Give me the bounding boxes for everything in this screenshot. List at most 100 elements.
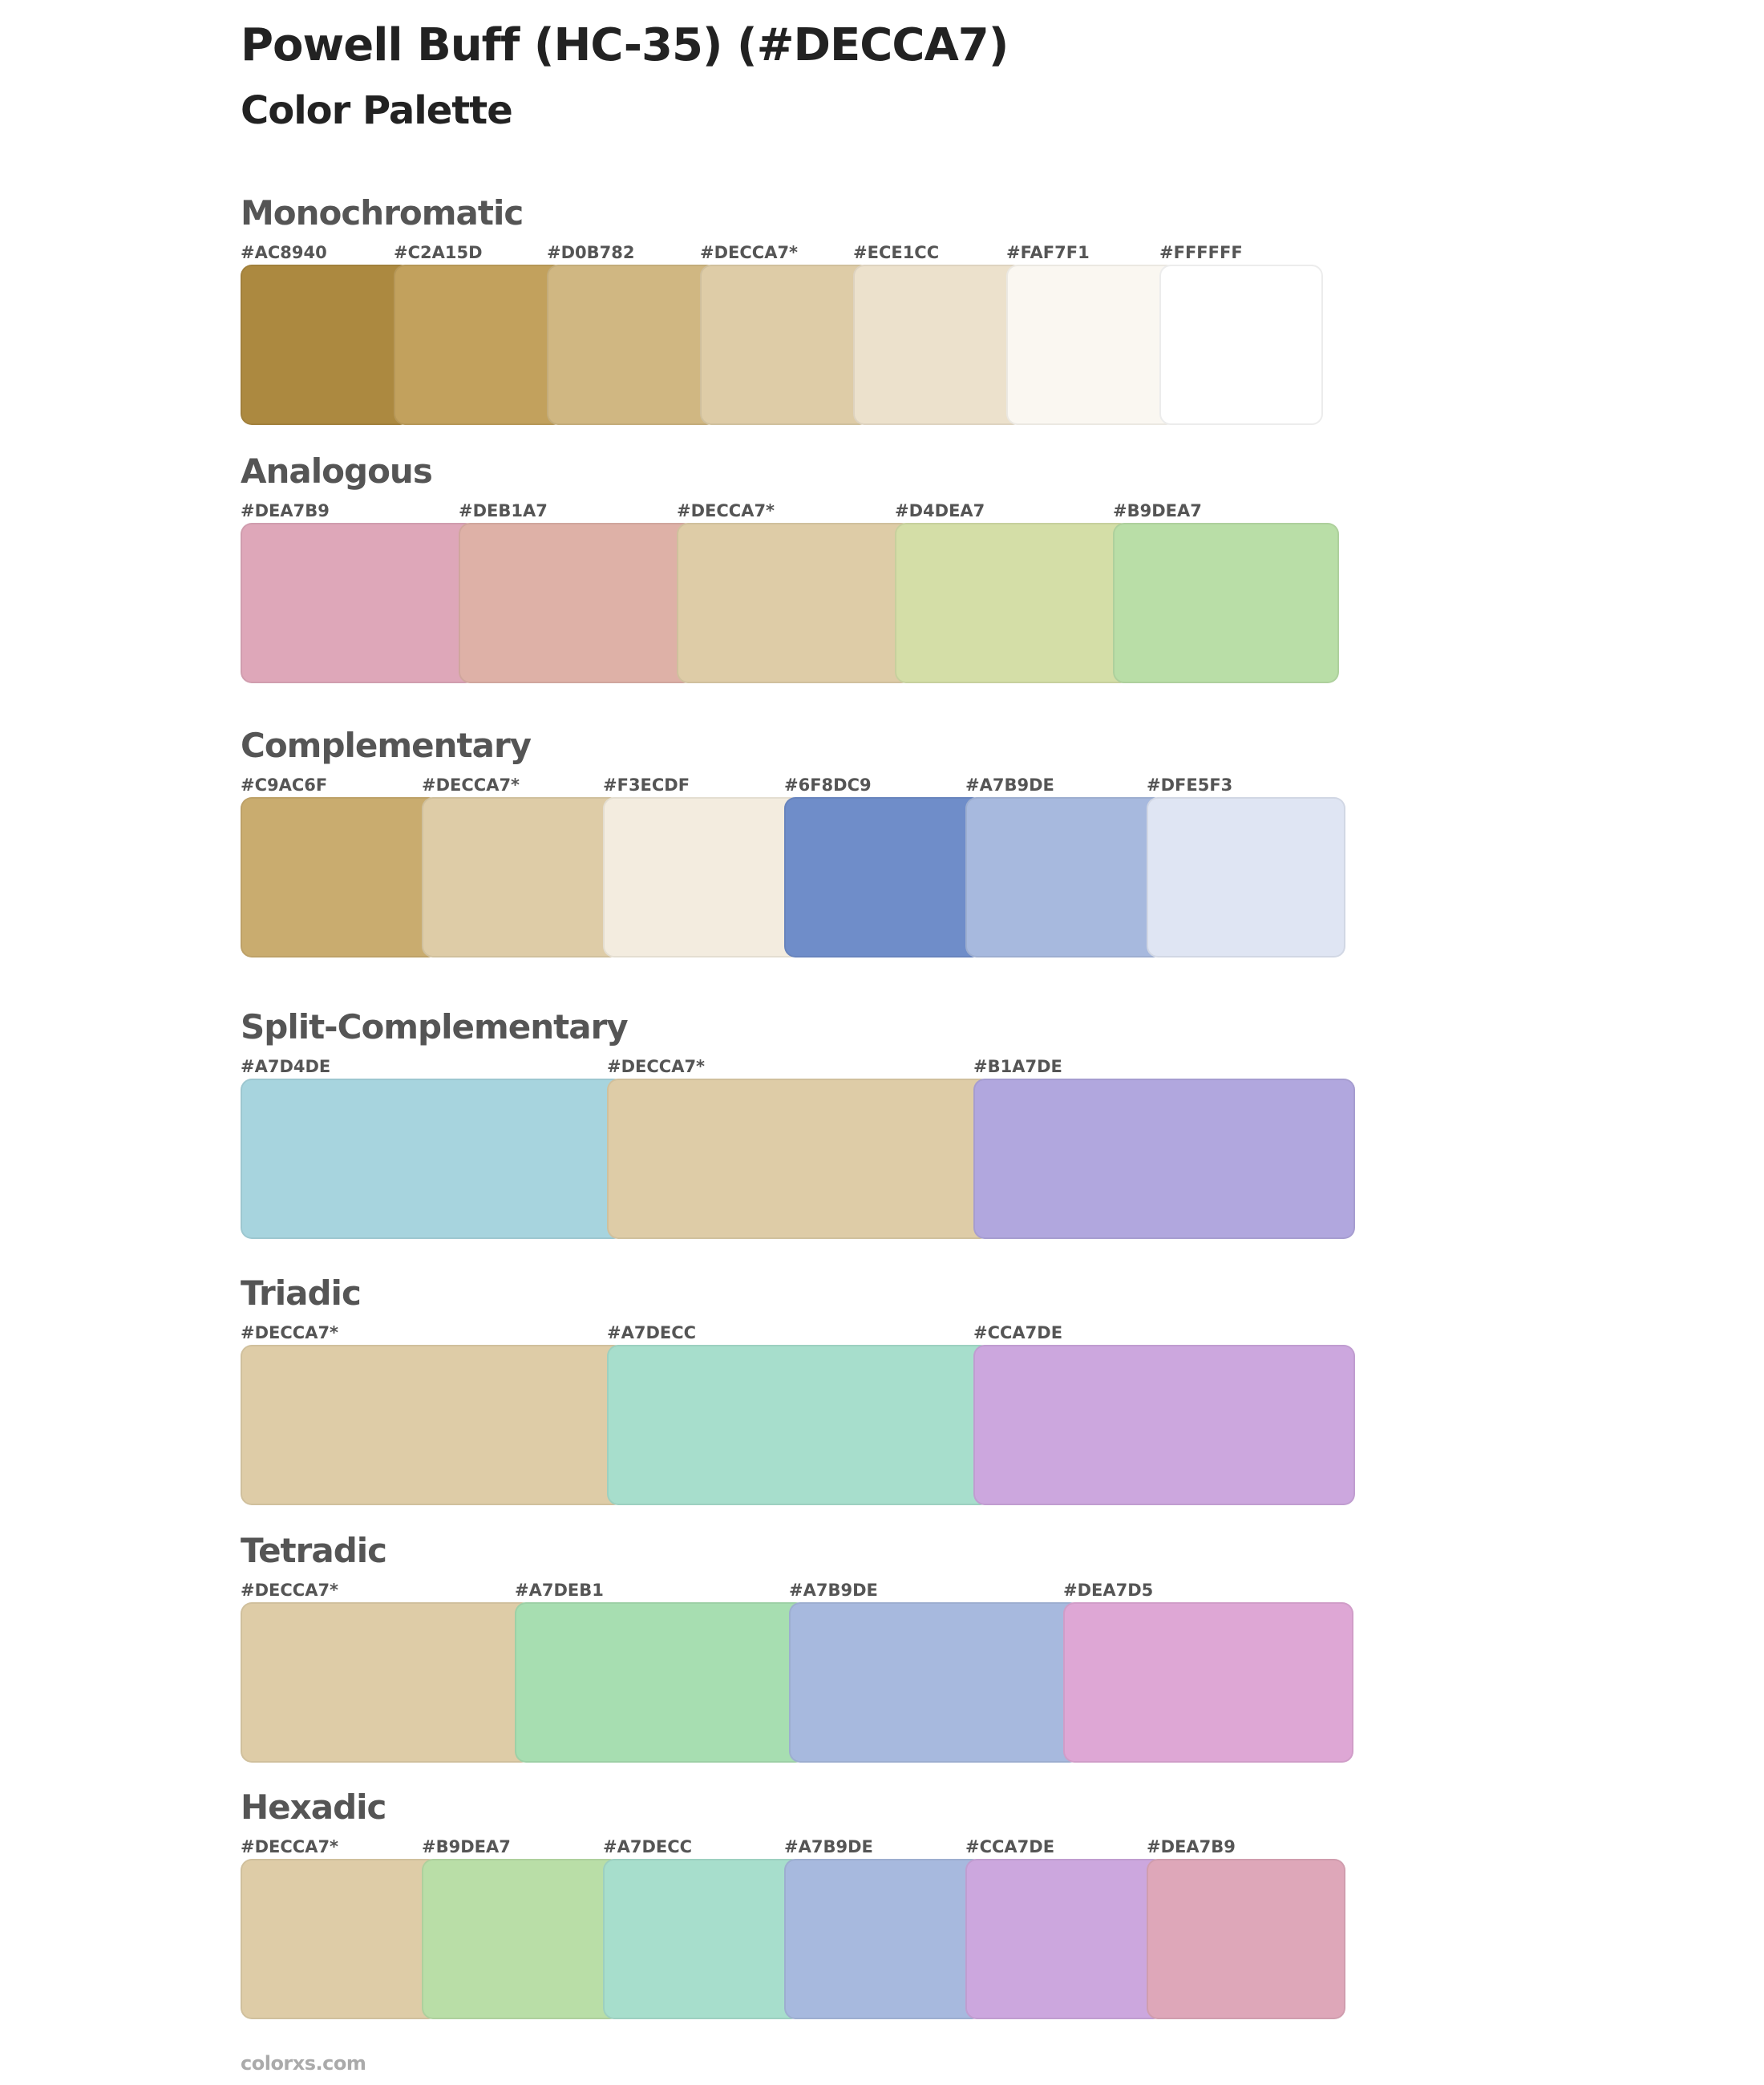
swatch-color-block[interactable] — [241, 265, 411, 425]
swatch-hex-label: #DECCA7* — [677, 501, 775, 520]
section-heading-tetradic: Tetradic — [241, 1531, 387, 1570]
color-swatch-split-complementary-2[interactable]: #DECCA7* — [607, 1056, 991, 1242]
color-swatch-monochromatic-6[interactable]: #FAF7F1 — [1006, 242, 1177, 428]
swatch-color-block[interactable] — [1113, 523, 1339, 683]
swatch-color-block[interactable] — [784, 797, 983, 957]
color-swatch-tetradic-1[interactable]: #DECCA7* — [241, 1580, 532, 1766]
color-swatch-hexadic-1[interactable]: #DECCA7* — [241, 1836, 439, 2022]
swatch-hex-label: #CCA7DE — [965, 1837, 1055, 1856]
color-swatch-hexadic-6[interactable]: #DEA7B9 — [1147, 1836, 1345, 2022]
swatch-hex-label: #DECCA7* — [241, 1323, 339, 1342]
color-swatch-tetradic-2[interactable]: #A7DEB1 — [515, 1580, 807, 1766]
swatch-hex-label: #ECE1CC — [853, 243, 940, 262]
color-swatch-monochromatic-1[interactable]: #AC8940 — [241, 242, 411, 428]
color-swatch-hexadic-2[interactable]: #B9DEA7 — [422, 1836, 621, 2022]
section-heading-hexadic: Hexadic — [241, 1787, 386, 1827]
swatch-color-block[interactable] — [789, 1602, 1081, 1763]
swatch-hex-label: #A7DEB1 — [515, 1581, 604, 1600]
color-swatch-analogous-4[interactable]: #D4DEA7 — [895, 500, 1131, 686]
color-swatch-complementary-1[interactable]: #C9AC6F — [241, 775, 439, 961]
color-swatch-tetradic-4[interactable]: #DEA7D5 — [1063, 1580, 1353, 1766]
swatch-color-block[interactable] — [895, 523, 1131, 683]
color-swatch-analogous-5[interactable]: #B9DEA7 — [1113, 500, 1339, 686]
color-swatch-hexadic-4[interactable]: #A7B9DE — [784, 1836, 983, 2022]
swatch-color-block[interactable] — [607, 1079, 991, 1239]
color-swatch-split-complementary-1[interactable]: #A7D4DE — [241, 1056, 625, 1242]
swatch-hex-label: #DFE5F3 — [1147, 775, 1233, 795]
color-swatch-analogous-2[interactable]: #DEB1A7 — [459, 500, 694, 686]
swatch-hex-label: #FFFFFF — [1159, 243, 1243, 262]
color-swatch-hexadic-5[interactable]: #CCA7DE — [965, 1836, 1164, 2022]
swatch-color-block[interactable] — [241, 797, 439, 957]
swatch-color-block[interactable] — [241, 1602, 532, 1763]
swatch-color-block[interactable] — [607, 1345, 991, 1505]
color-swatch-triadic-3[interactable]: #CCA7DE — [973, 1322, 1355, 1508]
color-swatch-complementary-6[interactable]: #DFE5F3 — [1147, 775, 1345, 961]
swatch-hex-label: #DECCA7* — [700, 243, 799, 262]
color-swatch-triadic-2[interactable]: #A7DECC — [607, 1322, 991, 1508]
swatch-color-block[interactable] — [1063, 1602, 1353, 1763]
swatch-hex-label: #C2A15D — [394, 243, 483, 262]
swatch-color-block[interactable] — [1147, 797, 1345, 957]
swatch-color-block[interactable] — [700, 265, 871, 425]
swatch-color-block[interactable] — [965, 797, 1164, 957]
swatch-hex-label: #DECCA7* — [241, 1581, 339, 1600]
swatch-color-block[interactable] — [603, 1859, 802, 2019]
swatch-color-block[interactable] — [973, 1079, 1355, 1239]
swatch-hex-label: #A7D4DE — [241, 1057, 331, 1076]
swatch-hex-label: #DEA7D5 — [1063, 1581, 1154, 1600]
color-swatch-triadic-1[interactable]: #DECCA7* — [241, 1322, 625, 1508]
color-swatch-complementary-4[interactable]: #6F8DC9 — [784, 775, 983, 961]
color-swatch-hexadic-3[interactable]: #A7DECC — [603, 1836, 802, 2022]
section-heading-triadic: Triadic — [241, 1273, 362, 1313]
section-heading-monochromatic: Monochromatic — [241, 193, 524, 233]
color-swatch-monochromatic-7[interactable]: #FFFFFF — [1159, 242, 1323, 428]
swatch-color-block[interactable] — [241, 1859, 439, 2019]
color-swatch-split-complementary-3[interactable]: #B1A7DE — [973, 1056, 1355, 1242]
swatch-color-block[interactable] — [422, 797, 621, 957]
swatch-color-block[interactable] — [603, 797, 802, 957]
swatch-color-block[interactable] — [459, 523, 694, 683]
page-subtitle: Color Palette — [241, 88, 513, 133]
color-swatch-monochromatic-3[interactable]: #D0B782 — [547, 242, 718, 428]
swatch-row: #C9AC6F #DECCA7* #F3ECDF #6F8DC9 #A7B9DE… — [241, 775, 1379, 961]
section-heading-analogous: Analogous — [241, 451, 433, 491]
swatch-hex-label: #A7B9DE — [789, 1581, 878, 1600]
color-swatch-monochromatic-5[interactable]: #ECE1CC — [853, 242, 1024, 428]
swatch-hex-label: #B9DEA7 — [1113, 501, 1202, 520]
swatch-color-block[interactable] — [547, 265, 718, 425]
swatch-color-block[interactable] — [241, 1079, 625, 1239]
swatch-color-block[interactable] — [965, 1859, 1164, 2019]
swatch-hex-label: #AC8940 — [241, 243, 327, 262]
swatch-hex-label: #FAF7F1 — [1006, 243, 1090, 262]
swatch-hex-label: #6F8DC9 — [784, 775, 872, 795]
swatch-color-block[interactable] — [241, 1345, 625, 1505]
swatch-color-block[interactable] — [677, 523, 912, 683]
section-heading-split-complementary: Split-Complementary — [241, 1007, 629, 1047]
color-swatch-complementary-2[interactable]: #DECCA7* — [422, 775, 621, 961]
swatch-color-block[interactable] — [1006, 265, 1177, 425]
color-swatch-tetradic-3[interactable]: #A7B9DE — [789, 1580, 1081, 1766]
color-swatch-analogous-1[interactable]: #DEA7B9 — [241, 500, 476, 686]
swatch-hex-label: #DEA7B9 — [241, 501, 330, 520]
color-swatch-monochromatic-2[interactable]: #C2A15D — [394, 242, 564, 428]
color-swatch-analogous-3[interactable]: #DECCA7* — [677, 500, 912, 686]
color-swatch-monochromatic-4[interactable]: #DECCA7* — [700, 242, 871, 428]
swatch-color-block[interactable] — [241, 523, 476, 683]
swatch-color-block[interactable] — [1159, 265, 1323, 425]
footer-site-name[interactable]: colorxs.com — [241, 2052, 366, 2075]
swatch-color-block[interactable] — [973, 1345, 1355, 1505]
color-swatch-complementary-5[interactable]: #A7B9DE — [965, 775, 1164, 961]
swatch-hex-label: #B1A7DE — [973, 1057, 1062, 1076]
color-swatch-complementary-3[interactable]: #F3ECDF — [603, 775, 802, 961]
swatch-color-block[interactable] — [515, 1602, 807, 1763]
swatch-hex-label: #D0B782 — [547, 243, 635, 262]
swatch-color-block[interactable] — [422, 1859, 621, 2019]
swatch-color-block[interactable] — [394, 265, 564, 425]
swatch-color-block[interactable] — [853, 265, 1024, 425]
swatch-color-block[interactable] — [1147, 1859, 1345, 2019]
swatch-color-block[interactable] — [784, 1859, 983, 2019]
swatch-row: #DECCA7* #B9DEA7 #A7DECC #A7B9DE #CCA7DE… — [241, 1836, 1379, 2022]
swatch-hex-label: #DEA7B9 — [1147, 1837, 1236, 1856]
swatch-hex-label: #C9AC6F — [241, 775, 328, 795]
